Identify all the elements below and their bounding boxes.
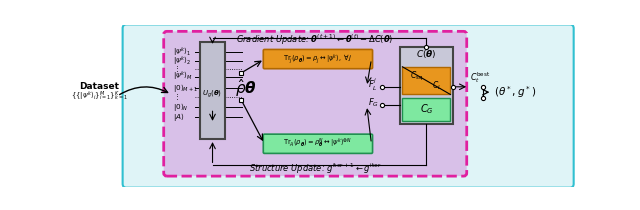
Bar [403,98,451,121]
Text: $|\psi^k\rangle_2$: $|\psi^k\rangle_2$ [173,55,191,68]
Text: $|0\rangle_{M+1}$: $|0\rangle_{M+1}$ [173,81,198,94]
Text: $|\psi^k\rangle_M$: $|\psi^k\rangle_M$ [173,70,193,83]
Text: $(\theta^*, g^*)$: $(\theta^*, g^*)$ [494,84,536,100]
FancyBboxPatch shape [263,49,372,69]
Text: $\vdots$: $\vdots$ [173,64,179,74]
Text: $F_G$: $F_G$ [368,97,380,109]
Text: $C_{\mathrm{sq}}$: $C_{\mathrm{sq}}$ [410,70,423,83]
Text: $U_g(\boldsymbol{\theta})$: $U_g(\boldsymbol{\theta})$ [202,89,223,100]
Text: $\{\{|\psi^k\rangle_i\}_{i=1}^M\}_{k=1}^K$: $\{\{|\psi^k\rangle_i\}_{i=1}^M\}_{k=1}^… [71,89,128,103]
Text: $C_G$: $C_G$ [420,102,433,116]
Text: $\mathrm{Tr}_A(\rho_{\boldsymbol{\theta}}) = \rho_{\boldsymbol{\theta}}^N \leftr: $\mathrm{Tr}_A(\rho_{\boldsymbol{\theta}… [284,137,353,150]
Text: Structure Update: $g^{\mathrm{iter}+1} \leftarrow g^{\mathrm{iter}}$: Structure Update: $g^{\mathrm{iter}+1} \… [248,162,381,176]
Bar [403,67,451,94]
Text: $\mathrm{Tr}_j(\rho_{\boldsymbol{\theta}}) = \rho_j \leftrightarrow |\psi^k\rang: $\mathrm{Tr}_j(\rho_{\boldsymbol{\theta}… [284,52,353,66]
Text: $C_L$: $C_L$ [432,80,442,92]
Text: Gradient Update: $\boldsymbol{\theta}^{(t+1)} \leftarrow \boldsymbol{\theta}^{(t: Gradient Update: $\boldsymbol{\theta}^{(… [236,33,394,47]
Text: $|A\rangle$: $|A\rangle$ [173,111,184,123]
Text: $\vdots$: $\vdots$ [173,92,179,102]
FancyBboxPatch shape [164,31,467,176]
Text: $C(\boldsymbol{\theta})$: $C(\boldsymbol{\theta})$ [416,49,436,60]
Text: $F_L^j$: $F_L^j$ [368,76,378,93]
Bar [400,47,452,124]
Bar [200,42,225,139]
FancyBboxPatch shape [123,24,573,188]
FancyBboxPatch shape [263,134,372,153]
Text: $C_t^{\mathrm{best}}$: $C_t^{\mathrm{best}}$ [470,70,490,85]
Text: $|0\rangle_N$: $|0\rangle_N$ [173,101,189,113]
Text: Dataset: Dataset [79,82,120,91]
Text: $|\psi^k\rangle_1$: $|\psi^k\rangle_1$ [173,46,191,59]
Text: $\hat{\rho}\boldsymbol{\theta}$: $\hat{\rho}\boldsymbol{\theta}$ [235,77,257,99]
